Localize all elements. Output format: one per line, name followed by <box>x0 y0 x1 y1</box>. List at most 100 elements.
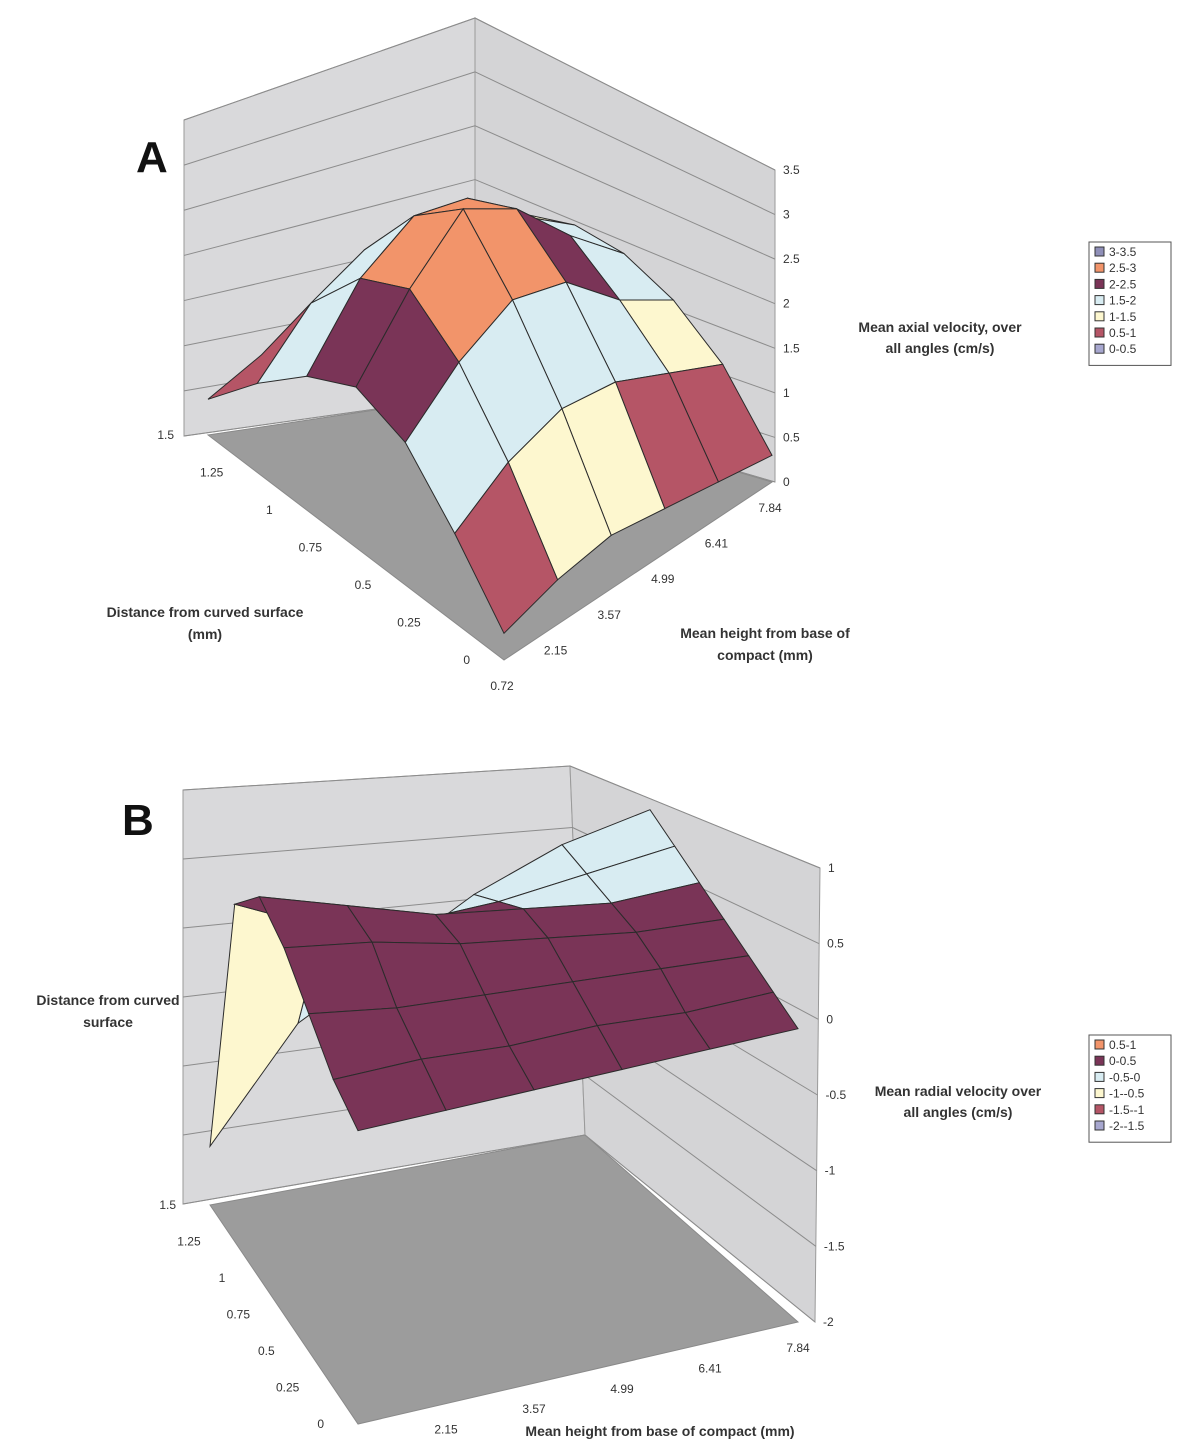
z-tick-label: 1.5 <box>783 341 800 355</box>
legend-label: -2--1.5 <box>1109 1119 1145 1133</box>
legend-label: 0.5-1 <box>1109 1038 1137 1052</box>
legend-label: 1-1.5 <box>1109 310 1137 324</box>
legend-label: -0.5-0 <box>1109 1070 1141 1084</box>
y-tick-label: 0 <box>463 653 470 667</box>
panel-label-b: B <box>122 796 154 845</box>
x-tick-label: 6.41 <box>705 537 729 551</box>
x-tick-label: 0.72 <box>490 679 514 693</box>
legend-swatch <box>1094 295 1105 306</box>
z-axis-title: all angles (cm/s) <box>904 1104 1013 1120</box>
wall-gridline <box>584 1134 816 1323</box>
floor-plane <box>209 1134 800 1425</box>
surface-cell <box>454 461 559 635</box>
y-tick-label: 0.5 <box>355 578 372 592</box>
y-axis-title: Distance from curved <box>36 992 179 1008</box>
legend-swatch <box>1094 1104 1105 1115</box>
legend: 3-3.5 2.5-3 2-2.5 1.5-2 1-1.5 0.5-1 0-0.5 <box>1088 241 1172 366</box>
x-axis-title: Mean height from base of <box>680 625 850 641</box>
x-tick-label: 6.41 <box>698 1361 722 1375</box>
z-tick-label: 0 <box>783 475 790 489</box>
x-tick-label: 7.84 <box>786 1341 810 1355</box>
legend-swatch <box>1094 343 1105 354</box>
legend-label: 3-3.5 <box>1109 245 1137 259</box>
wall-gridline <box>183 71 476 166</box>
y-tick-label: 0 <box>317 1417 324 1431</box>
y-tick-label: 0.25 <box>397 616 421 630</box>
z-axis-title: Mean radial velocity over <box>875 1083 1042 1099</box>
legend-swatch <box>1094 1071 1105 1082</box>
z-tick-label: -0.5 <box>826 1088 847 1102</box>
y-tick-label: 0.75 <box>299 541 323 555</box>
y-axis-title: (mm) <box>188 626 222 642</box>
legend-swatch <box>1094 1055 1105 1066</box>
x-axis-title: Mean height from base of compact (mm) <box>525 1423 794 1439</box>
z-tick-label: -1 <box>825 1164 836 1178</box>
z-tick-label: 1 <box>828 861 835 875</box>
y-tick-label: 0.5 <box>258 1344 275 1358</box>
x-tick-label: 2.15 <box>544 643 568 657</box>
wall-gridline <box>183 125 476 211</box>
z-tick-label: 2 <box>783 297 790 311</box>
legend-label: -1.5--1 <box>1109 1103 1145 1117</box>
z-axis-title: Mean axial velocity, over <box>858 319 1022 335</box>
y-tick-label: 0.25 <box>276 1381 300 1395</box>
y-tick-label: 0.75 <box>227 1308 251 1322</box>
x-tick-label: 4.99 <box>610 1382 634 1396</box>
wall-gridline <box>182 827 573 860</box>
x-tick-label: 7.84 <box>758 501 782 515</box>
wall-gridline <box>582 1073 817 1247</box>
wall-gridline <box>183 179 476 256</box>
y-tick-label: 1.25 <box>200 466 224 480</box>
legend-swatch <box>1094 311 1105 322</box>
legend-swatch <box>1094 327 1105 338</box>
y-tick-label: 1.25 <box>177 1235 201 1249</box>
wall-gridline <box>474 179 776 305</box>
panel-label-a: A <box>136 133 168 182</box>
legend-swatch <box>1094 1039 1105 1050</box>
wall-gridline <box>474 17 776 171</box>
legend-swatch <box>1094 1120 1105 1131</box>
wall-gridline <box>474 71 776 216</box>
wall-gridline <box>474 125 776 260</box>
y-tick-label: 1 <box>266 503 273 517</box>
wall-gridline <box>182 765 571 791</box>
x-tick-label: 2.15 <box>434 1423 458 1437</box>
z-tick-label: 1 <box>783 386 790 400</box>
legend-swatch <box>1094 1088 1105 1099</box>
y-axis-title: Distance from curved surface <box>107 604 304 620</box>
legend-swatch <box>1094 246 1105 257</box>
z-tick-label: 0.5 <box>783 430 800 444</box>
legend-swatch <box>1094 278 1105 289</box>
legend-label: 2.5-3 <box>1109 261 1137 275</box>
legend: 0.5-1 0-0.5 -0.5-0 -1--0.5 -1.5--1 -2--1.5 <box>1088 1034 1172 1143</box>
legend-label: -1--0.5 <box>1109 1087 1145 1101</box>
wall-gridline <box>182 1134 586 1205</box>
legend-label: 0-0.5 <box>1109 1054 1137 1068</box>
x-tick-label: 3.57 <box>598 608 622 622</box>
z-tick-label: 0.5 <box>827 937 844 951</box>
legend-swatch <box>1094 262 1105 273</box>
x-tick-label: 0.72 <box>346 1443 370 1445</box>
z-tick-label: 3 <box>783 208 790 222</box>
y-tick-label: 1.5 <box>157 428 174 442</box>
x-tick-label: 3.57 <box>522 1402 546 1416</box>
z-axis-title: all angles (cm/s) <box>886 340 995 356</box>
y-axis-title: surface <box>83 1014 133 1030</box>
x-tick-label: 4.99 <box>651 572 675 586</box>
legend-label: 2-2.5 <box>1109 277 1137 291</box>
z-tick-label: 3.5 <box>783 163 800 177</box>
z-tick-label: -1.5 <box>824 1239 845 1253</box>
y-tick-label: 1 <box>219 1271 226 1285</box>
chart-a: 0 0.5 1 1.5 2 2.5 3 3.5 0.72 2.15 3.57 4.99 6.41 7.84… <box>107 17 1172 693</box>
z-tick-label: -2 <box>823 1315 834 1329</box>
y-tick-label: 1.5 <box>159 1198 176 1212</box>
legend-label: 0.5-1 <box>1109 326 1137 340</box>
wall-gridline <box>569 765 821 869</box>
wall-gridline <box>183 17 476 121</box>
surface-cell <box>332 1058 447 1132</box>
z-tick-label: 0 <box>826 1012 833 1026</box>
z-tick-label: 2.5 <box>783 252 800 266</box>
x-axis-title: compact (mm) <box>717 647 813 663</box>
chart-b: -2 -1.5 -1 -0.5 0 0.5 1 0.72 2.15 3.57 4.99 6.41 7.8… <box>36 765 1172 1445</box>
